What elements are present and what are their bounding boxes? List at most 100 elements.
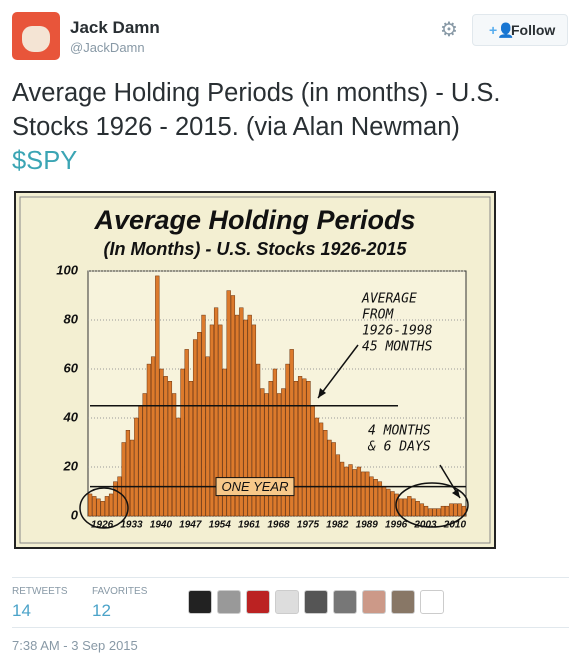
cashtag[interactable]: $SPY — [12, 147, 78, 175]
bar — [276, 393, 282, 517]
bar — [146, 363, 152, 517]
x-tick-label: 2010 — [443, 520, 467, 531]
x-tick-label: 1954 — [209, 520, 232, 531]
favoriter-avatar[interactable] — [333, 590, 357, 614]
bar — [373, 479, 378, 517]
x-tick-label: 1933 — [120, 520, 143, 531]
x-tick-label: 1968 — [267, 520, 290, 531]
bar — [96, 498, 101, 517]
bar — [453, 503, 458, 517]
x-tick-label: 1996 — [385, 520, 408, 531]
bar — [155, 275, 160, 517]
stat-label: FAVORITES — [92, 586, 148, 597]
bar — [314, 417, 320, 517]
bar — [108, 493, 114, 517]
y-tick-label: 100 — [56, 262, 78, 277]
annotation: AVERAGE — [361, 292, 417, 307]
bar — [218, 324, 223, 517]
favoriter-avatar[interactable] — [217, 590, 241, 614]
bar — [377, 481, 383, 517]
bar — [192, 339, 198, 517]
bar — [205, 356, 210, 517]
user-name[interactable]: Jack Damn — [70, 18, 160, 37]
stat[interactable]: FAVORITES 12 — [92, 586, 147, 621]
bar — [436, 508, 441, 517]
divider — [12, 627, 569, 628]
bar — [268, 381, 273, 517]
x-tick-label: 2003 — [413, 520, 437, 531]
highlight-circle — [395, 482, 469, 528]
favoriter-avatar[interactable] — [420, 590, 444, 614]
bar — [302, 378, 307, 517]
bar — [176, 417, 181, 517]
bar — [167, 381, 173, 517]
annotation: 45 MONTHS — [362, 340, 433, 355]
bar — [323, 430, 328, 517]
bar — [331, 442, 336, 517]
favoriter-avatar[interactable] — [304, 590, 328, 614]
chart-inner-frame — [19, 196, 491, 544]
bar — [369, 476, 374, 517]
arrow — [317, 344, 359, 399]
bar — [180, 368, 185, 517]
bar — [184, 349, 189, 517]
divider — [12, 577, 569, 578]
x-tick-label: 1947 — [179, 520, 202, 531]
bar — [247, 314, 252, 517]
y-tick-label: 20 — [63, 458, 79, 473]
bar — [381, 486, 387, 517]
stat[interactable]: RETWEETS 14 — [12, 586, 68, 621]
bar — [440, 505, 446, 517]
arrow-head — [452, 489, 460, 498]
reference-label-box — [215, 477, 295, 497]
timestamp[interactable]: 7:38 AM - 3 Sep 2015 — [12, 638, 138, 653]
bar — [226, 290, 231, 517]
bar — [260, 388, 265, 517]
follow-icon: +👤 — [489, 22, 515, 38]
stat-value: 14 — [12, 601, 31, 620]
favoriter-avatar[interactable] — [246, 590, 270, 614]
bar — [285, 363, 290, 517]
bar — [104, 496, 110, 517]
arrow-head — [318, 388, 326, 398]
bar — [449, 503, 454, 517]
bar — [134, 417, 139, 517]
bar — [264, 393, 269, 517]
bar — [251, 324, 257, 517]
avatar[interactable] — [12, 12, 60, 60]
bar — [402, 498, 408, 517]
favoriter-avatar[interactable] — [391, 590, 415, 614]
favoriter-avatar[interactable] — [275, 590, 299, 614]
highlight-circle — [79, 487, 129, 529]
chart-title: Average Holding Periods — [93, 205, 415, 235]
tweet-body: Average Holding Periods (in months) - U.… — [12, 79, 501, 141]
bar — [386, 488, 391, 517]
x-tick-label: 1982 — [326, 520, 349, 531]
user-handle[interactable]: @JackDamn — [70, 40, 145, 55]
settings-icon[interactable]: ⚙ — [440, 19, 458, 41]
x-tick-label: 1989 — [356, 520, 379, 531]
bar — [138, 405, 143, 517]
follow-button[interactable]: +👤 Follow — [472, 14, 568, 46]
annotation: 1926-1998 — [362, 324, 433, 339]
chart-subtitle: (In Months) - U.S. Stocks 1926-2015 — [103, 239, 407, 259]
bar — [163, 376, 168, 517]
x-tick-label: 1975 — [297, 520, 320, 531]
x-tick-label: 1926 — [91, 520, 114, 531]
bar — [243, 319, 248, 517]
bar — [327, 439, 332, 517]
y-tick-label: 40 — [63, 409, 79, 424]
bar — [255, 363, 261, 517]
annotation: 4 MONTHS — [368, 424, 431, 439]
bar — [239, 307, 244, 517]
bar — [281, 388, 286, 517]
bar — [213, 307, 219, 517]
bar — [171, 393, 177, 517]
bar — [444, 505, 450, 517]
annotation: & 6 DAYS — [367, 440, 431, 455]
favoriter-avatar[interactable] — [188, 590, 212, 614]
bar — [419, 503, 425, 517]
favoriter-avatar[interactable] — [362, 590, 386, 614]
